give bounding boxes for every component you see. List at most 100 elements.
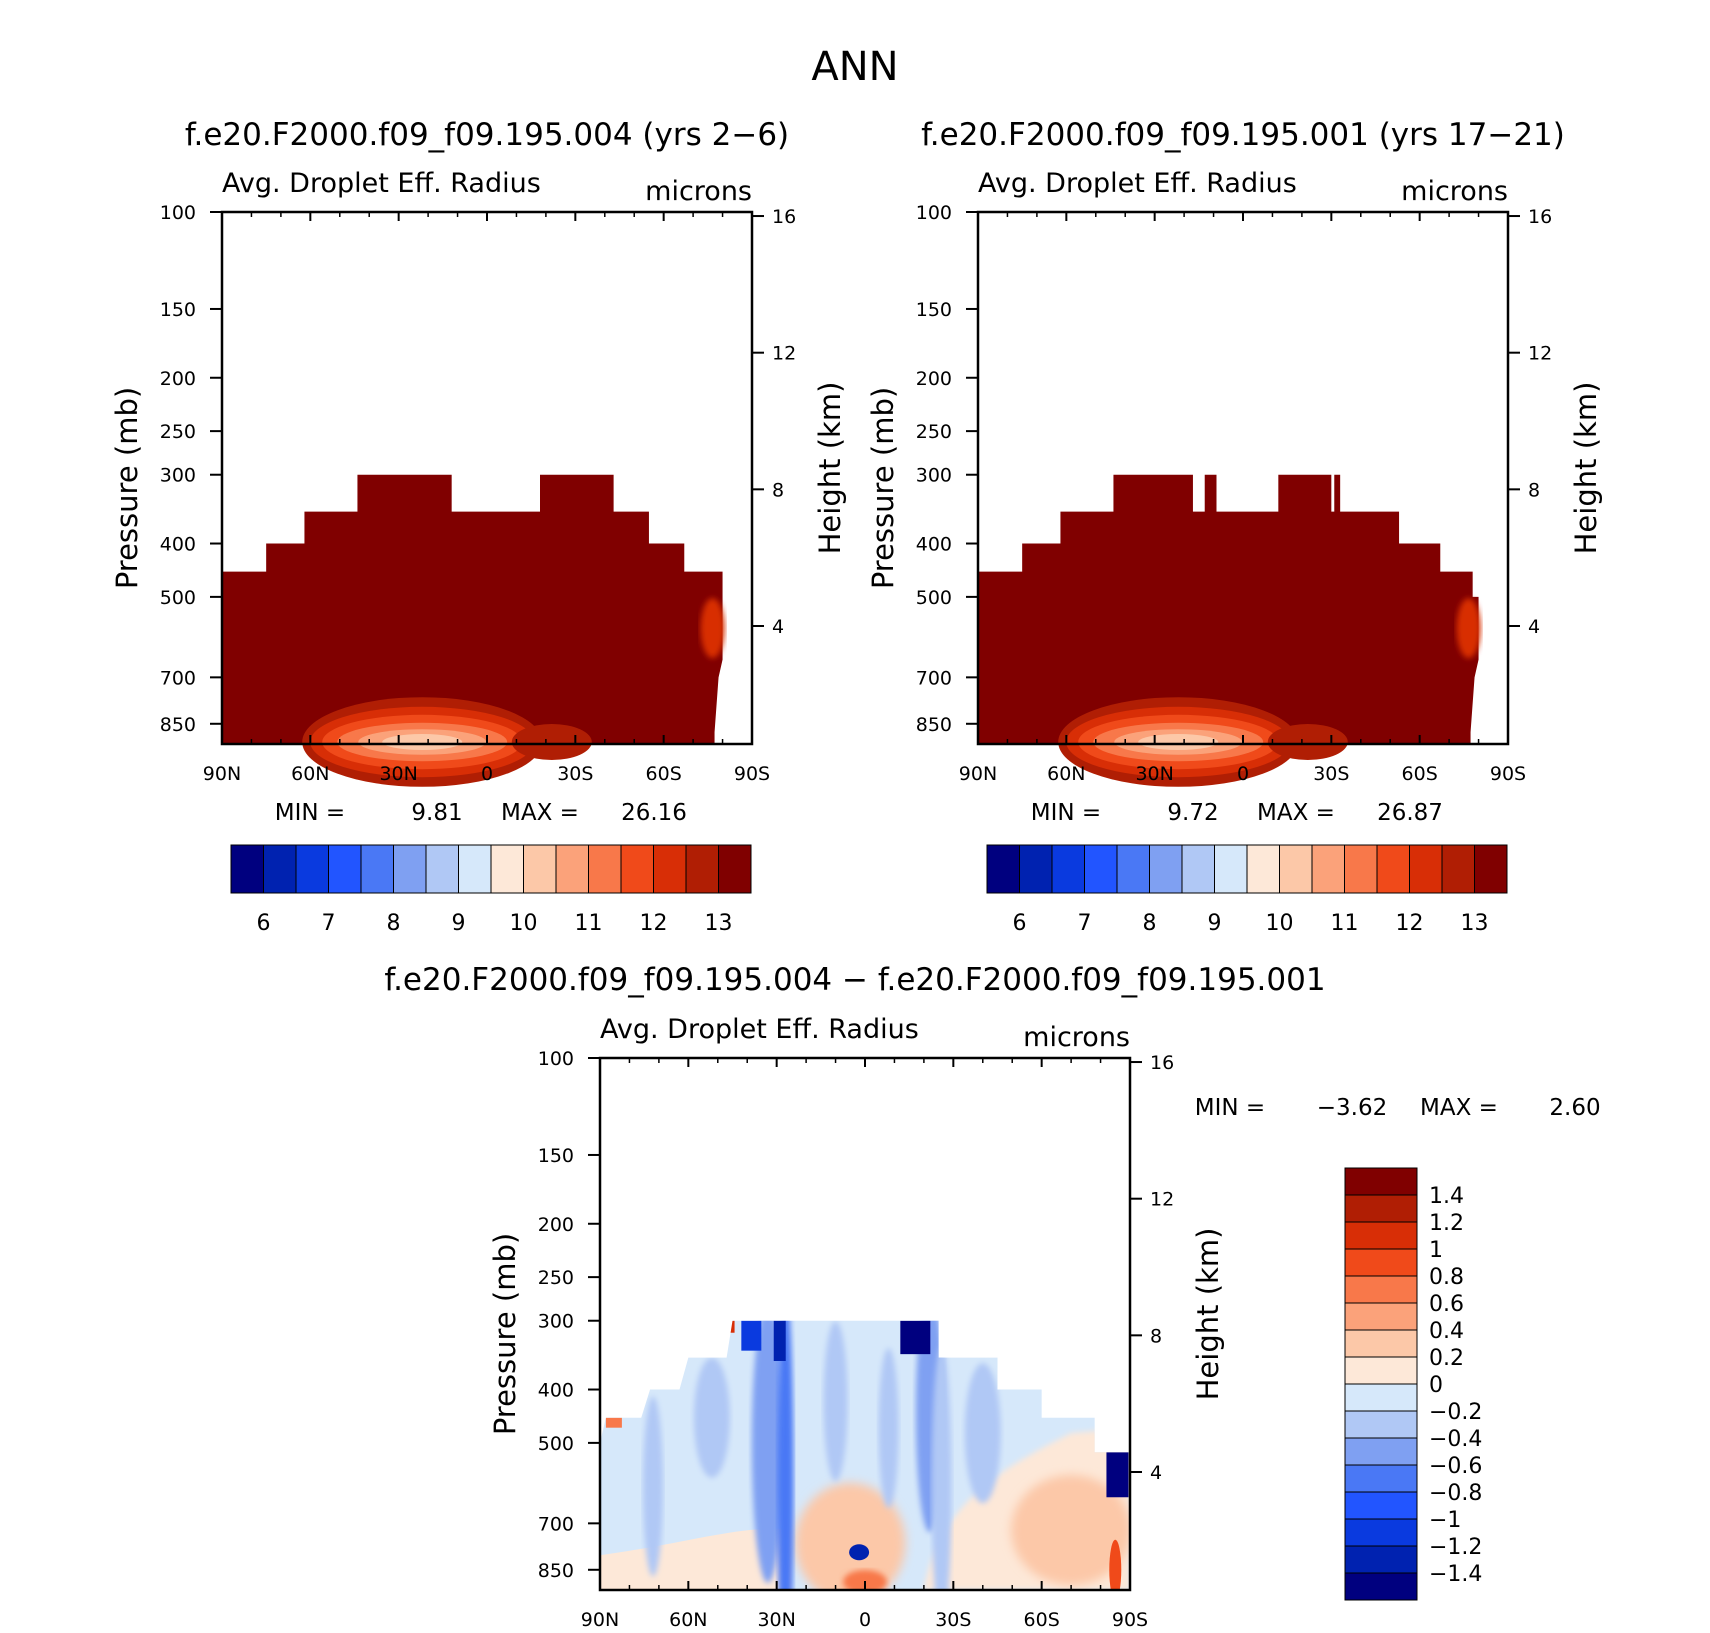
x-tick-label: 90S (1490, 763, 1526, 785)
low-radius-contour (1267, 724, 1348, 760)
y-tick-label: 500 (160, 587, 196, 609)
y-right-axis-label: Height (km) (1569, 382, 1603, 555)
colorbar-box (1246, 844, 1280, 894)
y-tick-label: 400 (160, 534, 196, 556)
colorbar-box (425, 844, 459, 894)
figure-title: ANN (811, 44, 898, 90)
colorbar-box (718, 844, 752, 894)
y-tick-label: 850 (160, 714, 196, 736)
diff-negative-region (823, 1321, 848, 1482)
diff-negative-region (777, 1320, 794, 1590)
colorbar-box (1344, 1491, 1418, 1520)
panel-test: f.e20.F2000.f09_f09.195.001 (yrs 17−21) 9… (866, 117, 1603, 936)
low-radius-contour (511, 724, 592, 760)
diff-positive-region (605, 1417, 622, 1428)
colorbar-label: 8 (1143, 911, 1157, 936)
diff-negative-region (751, 1320, 784, 1583)
x-tick-label: 60N (1047, 763, 1085, 785)
y-tick-label: 250 (160, 421, 196, 443)
y-right-tick-label: 16 (1528, 206, 1552, 228)
diff-positive-region (729, 1320, 735, 1333)
y-tick-label: 150 (916, 299, 952, 321)
x-tick-label: 30N (757, 1609, 795, 1631)
x-tick-label: 60N (669, 1609, 707, 1631)
y-tick-label: 850 (916, 714, 952, 736)
colorbar-label: −0.6 (1429, 1454, 1482, 1479)
colorbar-box (1344, 1302, 1418, 1331)
colorbar-label: 0.4 (1429, 1319, 1464, 1344)
colorbar-box (1116, 844, 1150, 894)
y-tick-label: 250 (538, 1267, 574, 1289)
x-tick-label: 60S (646, 763, 682, 785)
panel-difference: f.e20.F2000.f09_f09.195.004 − f.e20.F200… (384, 962, 1600, 1631)
colorbar-label: 11 (575, 911, 603, 936)
colorbar-box (295, 844, 329, 894)
diff-negative-region (931, 1346, 952, 1590)
y-tick-label: 500 (916, 587, 952, 609)
y-right-tick-label: 12 (1528, 343, 1552, 365)
y-tick-label: 200 (916, 368, 952, 390)
y-right-tick-label: 8 (772, 479, 784, 501)
y-right-axis-label: Height (km) (813, 382, 847, 555)
diff-positive-region (1011, 1475, 1130, 1586)
colorbar-label: 7 (322, 911, 336, 936)
colorbar-box (393, 844, 427, 894)
colorbar-box (620, 844, 654, 894)
colorbar-label: 12 (1396, 911, 1424, 936)
y-right-tick-label: 16 (1150, 1052, 1174, 1074)
colorbar-label: 1.2 (1429, 1211, 1464, 1236)
colorbar-label: 0 (1429, 1373, 1443, 1398)
colorbar-box (1409, 844, 1443, 894)
colorbar-label: −1.2 (1429, 1535, 1482, 1560)
y-tick-label: 400 (538, 1380, 574, 1402)
y-right-tick-label: 12 (1150, 1189, 1174, 1211)
diff-negative-region (964, 1363, 1001, 1504)
colorbar-box (653, 844, 687, 894)
colorbar-box (588, 844, 622, 894)
colorbar-box (1344, 1275, 1418, 1304)
y-tick-label: 700 (538, 1513, 574, 1535)
y-right-tick-label: 12 (772, 343, 796, 365)
y-axis-label: Pressure (mb) (866, 387, 900, 589)
panel-title: f.e20.F2000.f09_f09.195.001 (yrs 17−21) (921, 117, 1565, 153)
x-tick-label: 0 (481, 763, 493, 785)
x-tick-label: 90N (581, 1609, 619, 1631)
diff-positive-region (1109, 1539, 1122, 1590)
diff-negative-region (849, 1544, 870, 1561)
colorbar-label: 7 (1078, 911, 1092, 936)
max-label: MAX = (1420, 1095, 1498, 1121)
colorbar-box (1344, 1356, 1418, 1385)
colorbar-label: −0.2 (1429, 1400, 1482, 1425)
y-tick-label: 150 (160, 299, 196, 321)
colorbar-box (1344, 1437, 1418, 1466)
x-tick-label: 60N (291, 763, 329, 785)
colorbar-box (1311, 844, 1345, 894)
x-tick-label: 30N (1135, 763, 1173, 785)
colorbar-label: −0.8 (1429, 1481, 1482, 1506)
y-tick-label: 200 (538, 1214, 574, 1236)
y-tick-label: 200 (160, 368, 196, 390)
colorbar-box (1149, 844, 1183, 894)
x-tick-label: 90N (203, 763, 241, 785)
colorbar-label: 8 (387, 911, 401, 936)
colorbar-box (1344, 1518, 1418, 1547)
colorbar-box (1344, 1329, 1418, 1358)
colorbar-box (1344, 1464, 1418, 1493)
colorbar-box (1279, 844, 1313, 894)
colorbar-box (1344, 1221, 1418, 1250)
x-tick-label: 90N (959, 763, 997, 785)
colorbar-label: 10 (1266, 911, 1294, 936)
colorbar-box (1474, 844, 1508, 894)
low-radius-contour (382, 734, 463, 750)
panel-title: f.e20.F2000.f09_f09.195.004 (yrs 2−6) (185, 117, 789, 153)
y-tick-label: 250 (916, 421, 952, 443)
min-label: MIN = (1195, 1095, 1265, 1121)
colorbar-label: 9 (452, 911, 466, 936)
colorbar-box (1344, 1248, 1418, 1277)
y-right-tick-label: 8 (1150, 1325, 1162, 1347)
colorbar-box (360, 844, 394, 894)
x-tick-label: 0 (859, 1609, 871, 1631)
y-right-axis-label: Height (km) (1191, 1228, 1225, 1401)
colorbar-box (458, 844, 492, 894)
